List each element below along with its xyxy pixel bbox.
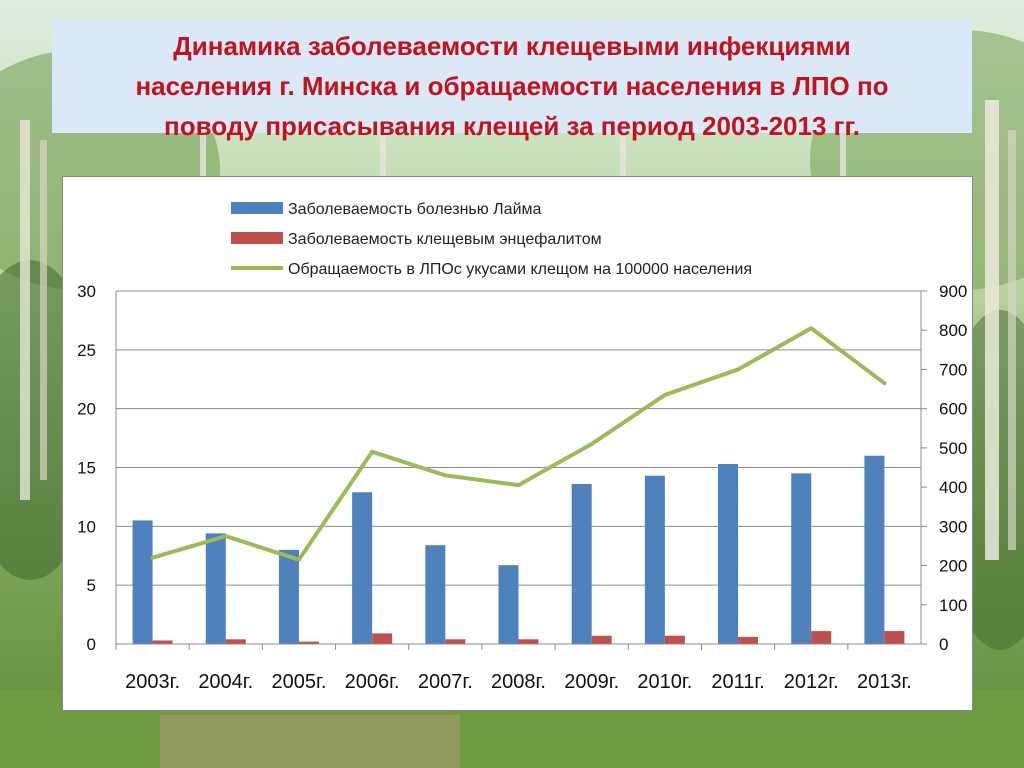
line-point	[589, 441, 594, 446]
legend-label: Обращаемость в ЛПОс укусами клещом на 10…	[288, 261, 752, 278]
title-line-2: населения г. Минска и обращаемости насел…	[135, 71, 889, 101]
y-right-tick-label: 900	[939, 282, 967, 301]
y-right-tick-label: 400	[939, 478, 967, 497]
bar-lyme	[278, 549, 299, 644]
line-point	[809, 326, 814, 331]
y-left-tick-label: 30	[77, 282, 96, 301]
x-tick-label: 2011г.	[711, 671, 764, 693]
title-line-1: Динамика заболеваемости клещевыми инфекц…	[173, 31, 851, 61]
bar-encephalitis	[298, 641, 319, 644]
line-visits	[152, 326, 886, 562]
bar-encephalitis	[738, 636, 759, 644]
legend-label: Заболеваемость болезнью Лайма	[288, 201, 542, 218]
y-left-tick-label: 25	[77, 341, 96, 360]
line-point	[736, 367, 741, 372]
y-right-tick-label: 100	[939, 596, 967, 615]
bar-lyme	[644, 475, 665, 644]
bar-encephalitis	[811, 631, 832, 644]
y-left-tick-label: 5	[87, 576, 96, 595]
legend-swatch-encephalitis	[231, 232, 283, 244]
chart-panel: 0 5 10 15 20 25 30 0 100 200 300 400 500 600 700 800 900…	[62, 176, 973, 711]
line-point	[443, 473, 448, 478]
bar-lyme	[571, 483, 592, 644]
bar-encephalitis	[225, 639, 246, 644]
line-series	[150, 326, 887, 562]
y-left-tick-label: 10	[77, 517, 96, 536]
x-tick-label: 2013г.	[857, 671, 912, 693]
bar-lyme	[425, 545, 446, 644]
bar-encephalitis	[884, 631, 905, 644]
bar-encephalitis	[591, 635, 612, 644]
y-left-tick-label: 0	[87, 635, 96, 654]
chart: 0510152025300100200300400500600700800900…	[77, 201, 967, 693]
y-right-tick-label: 0	[939, 635, 948, 654]
bar-lyme	[718, 463, 739, 644]
bar-encephalitis	[518, 639, 539, 644]
line-point	[296, 557, 301, 562]
line-point	[882, 381, 887, 386]
bar-encephalitis	[445, 639, 466, 644]
y-right-tick-label: 200	[939, 557, 967, 576]
bar-lyme	[205, 533, 226, 644]
x-tick-label: 2012г.	[784, 671, 839, 693]
legend-swatch-lyme	[231, 202, 283, 214]
y-right-tick-label: 700	[939, 360, 967, 379]
bars	[132, 455, 905, 644]
bar-encephalitis	[152, 640, 173, 644]
bar-lyme	[791, 473, 812, 644]
bar-encephalitis	[372, 633, 393, 644]
bar-lyme	[132, 520, 153, 644]
axes: 0510152025300100200300400500600700800900…	[77, 282, 967, 693]
x-tick-label: 2009г.	[564, 671, 619, 693]
y-right-tick-label: 300	[939, 517, 967, 536]
line-point	[223, 534, 228, 539]
legend: Заболеваемость болезнью Лайма Заболеваемо…	[231, 201, 752, 278]
y-left-tick-label: 15	[77, 459, 96, 478]
title-line-3: поводу присасывания клещей за период 200…	[164, 111, 860, 141]
x-tick-label: 2004г.	[198, 671, 253, 693]
line-point	[150, 555, 155, 560]
slide-title: Динамика заболеваемости клещевыми инфекц…	[52, 20, 972, 141]
y-right-tick-label: 600	[939, 400, 967, 419]
y-right-tick-label: 800	[939, 321, 967, 340]
y-left-tick-label: 20	[77, 400, 96, 419]
legend-label: Заболеваемость клещевым энцефалитом	[288, 231, 602, 248]
bar-lyme	[498, 565, 519, 644]
bar-lyme	[352, 492, 373, 644]
x-tick-label: 2005г.	[272, 671, 327, 693]
line-point	[370, 449, 375, 454]
y-right-tick-label: 500	[939, 439, 967, 458]
bar-lyme	[864, 455, 885, 644]
x-tick-label: 2010г.	[637, 671, 692, 693]
line-point	[662, 392, 667, 397]
x-tick-label: 2008г.	[491, 671, 546, 693]
x-tick-label: 2007г.	[418, 671, 473, 693]
x-tick-label: 2006г.	[345, 671, 400, 693]
bar-encephalitis	[664, 635, 685, 644]
x-tick-label: 2003г.	[125, 671, 180, 693]
line-point	[516, 483, 521, 488]
